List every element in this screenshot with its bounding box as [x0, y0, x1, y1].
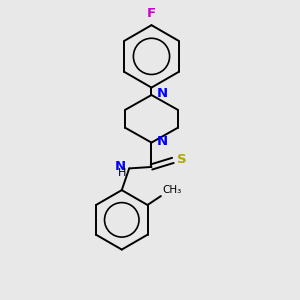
Text: N: N [115, 160, 126, 172]
Text: H: H [118, 168, 126, 178]
Text: N: N [157, 87, 168, 100]
Text: F: F [147, 7, 156, 20]
Text: S: S [177, 153, 186, 166]
Text: CH₃: CH₃ [162, 184, 182, 195]
Text: N: N [157, 135, 168, 148]
